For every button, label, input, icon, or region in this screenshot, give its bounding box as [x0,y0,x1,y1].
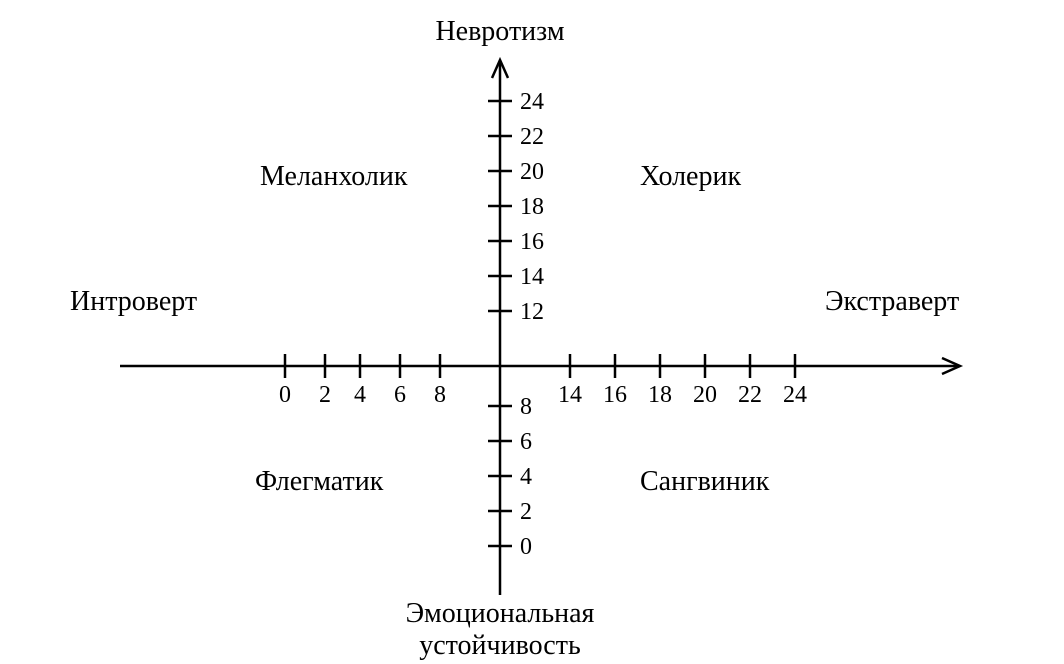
y-axis-bottom-label-1: Эмоциональная [406,598,595,629]
x-tick-label: 22 [738,382,762,408]
x-axis-left-label: Интроверт [70,286,197,317]
x-tick-label: 2 [319,382,331,408]
x-axis-right-label: Экстраверт [825,286,959,317]
y-axis-top-label: Невротизм [435,16,564,47]
y-tick-label: 20 [520,159,544,185]
y-tick-label: 14 [520,264,544,290]
eysenck-quadrant-diagram: 024681416182022242422201816141286420Невр… [0,0,1064,664]
y-tick-label: 22 [520,124,544,150]
quadrant-choleric: Холерик [640,161,741,192]
quadrant-sanguine: Сангвиник [640,466,770,497]
y-tick-label: 18 [520,194,544,220]
y-tick-label: 6 [520,429,532,455]
x-tick-label: 6 [394,382,406,408]
x-tick-label: 18 [648,382,672,408]
y-tick-label: 2 [520,499,532,525]
x-tick-label: 14 [558,382,582,408]
y-tick-label: 4 [520,464,532,490]
x-tick-label: 16 [603,382,627,408]
quadrant-phlegmatic: Флегматик [255,466,384,497]
y-tick-label: 16 [520,229,544,255]
x-tick-label: 8 [434,382,446,408]
y-tick-label: 12 [520,299,544,325]
y-tick-label: 24 [520,89,544,115]
x-tick-label: 4 [354,382,366,408]
x-tick-label: 20 [693,382,717,408]
x-tick-label: 0 [279,382,291,408]
y-axis-bottom-label-2: устойчивость [419,630,581,661]
y-tick-label: 0 [520,534,532,560]
x-tick-label: 24 [783,382,807,408]
y-tick-label: 8 [520,394,532,420]
quadrant-melancholic: Меланхолик [260,161,408,192]
